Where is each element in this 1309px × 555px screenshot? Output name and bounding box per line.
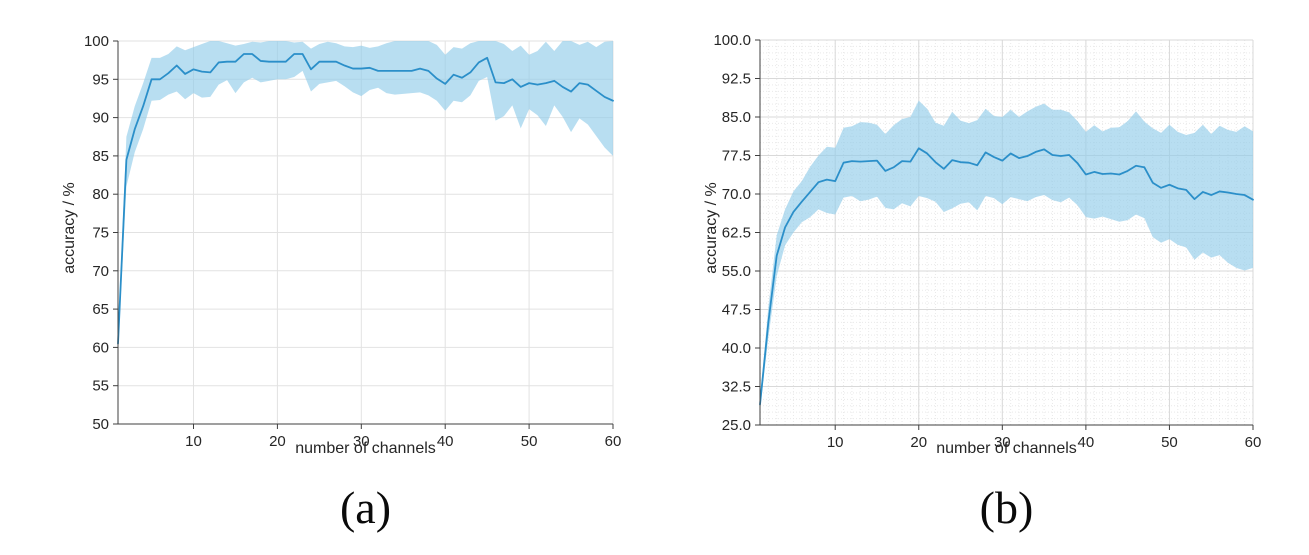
chart-a-caption: (a) xyxy=(339,482,392,533)
y-tick-label: 55.0 xyxy=(722,263,751,280)
y-tick-label: 90 xyxy=(92,110,109,127)
y-tick-label: 32.5 xyxy=(722,379,751,396)
x-tick-label: 60 xyxy=(605,433,622,450)
axes xyxy=(755,39,1254,430)
y-tick-label: 50 xyxy=(92,416,109,433)
chart-a-y-axis-label: accuracy / % xyxy=(61,182,78,274)
chart-a-plot-area: 10 20 30 40 50 60 50 55 60 65 70 75 80 85 90 95 100 xyxy=(84,33,621,450)
y-tick-label: 85.0 xyxy=(722,109,751,126)
y-tick-label: 95 xyxy=(92,71,109,88)
confidence-band xyxy=(118,41,613,352)
y-tick-label: 70.0 xyxy=(722,186,751,203)
chart-a-x-axis-label: number of channels xyxy=(295,440,436,457)
chart-b-plot-area: 10 20 30 40 50 60 25.0 32.5 40.0 47.5 55.0 62.5 70.0… xyxy=(713,32,1261,451)
y-tick-label: 40.0 xyxy=(722,340,751,357)
y-tick-label: 100 xyxy=(84,33,109,50)
x-tick-label: 30 xyxy=(994,434,1011,451)
x-tick-label: 20 xyxy=(269,433,286,450)
mean-line xyxy=(759,147,1254,406)
x-tick-label: 10 xyxy=(185,433,202,450)
confidence-band xyxy=(760,100,1253,410)
y-tick-label: 77.5 xyxy=(722,148,751,165)
y-tick-label: 75 xyxy=(92,225,109,242)
x-tick-label: 50 xyxy=(1161,434,1178,451)
y-tick-label: 55 xyxy=(92,378,109,395)
x-tick-label: 40 xyxy=(1078,434,1095,451)
y-tick-label: 47.5 xyxy=(722,302,751,319)
x-tick-label: 30 xyxy=(353,433,370,450)
chart-b-x-axis-label: number of channels xyxy=(936,440,1077,457)
tick-labels: 10 20 30 40 50 60 25.0 32.5 40.0 47.5 55.0 62.5 70.0… xyxy=(713,32,1261,451)
chart-b-caption: (b) xyxy=(979,482,1034,533)
y-tick-label: 100.0 xyxy=(713,32,751,49)
subplot-b: 10 20 30 40 50 60 25.0 32.5 40.0 47.5 55.0 62.5 70.0… xyxy=(655,0,1309,555)
subplot-a: 10 20 30 40 50 60 50 55 60 65 70 75 80 85 90 95 100 accu… xyxy=(61,33,621,533)
x-tick-label: 10 xyxy=(827,434,844,451)
y-tick-label: 70 xyxy=(92,263,109,280)
x-tick-label: 40 xyxy=(437,433,454,450)
x-tick-label: 50 xyxy=(521,433,538,450)
axes xyxy=(113,40,614,429)
y-tick-label: 62.5 xyxy=(722,225,751,242)
y-tick-label: 25.0 xyxy=(722,417,751,434)
x-tick-label: 60 xyxy=(1245,434,1262,451)
tick-labels: 10 20 30 40 50 60 50 55 60 65 70 75 80 85 90 95 100 xyxy=(84,33,621,450)
y-tick-label: 65 xyxy=(92,301,109,318)
mean-line xyxy=(117,53,614,345)
y-tick-label: 60 xyxy=(92,339,109,356)
y-tick-label: 80 xyxy=(92,186,109,203)
chart-b-y-axis-label: accuracy / % xyxy=(703,182,720,274)
x-tick-label: 20 xyxy=(910,434,927,451)
y-tick-label: 85 xyxy=(92,148,109,165)
y-tick-label: 92.5 xyxy=(722,71,751,88)
